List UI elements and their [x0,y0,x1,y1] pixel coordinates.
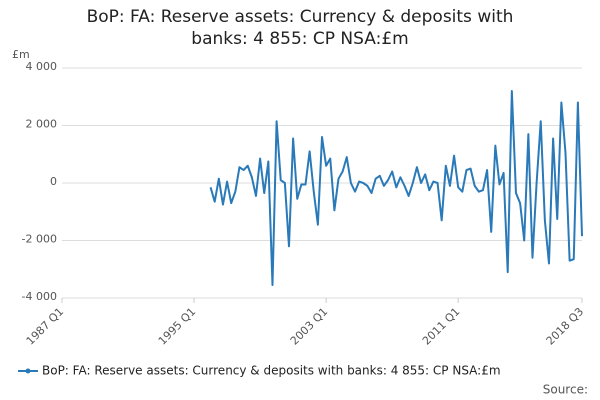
y-axis-label: £m [12,48,30,61]
x-tick-label: 2018 Q3 [544,305,587,348]
y-tick-label: -4 000 [22,290,57,303]
x-tick-label: 2011 Q1 [420,305,463,348]
x-tick-label: 1995 Q1 [156,305,199,348]
source: Source: [543,383,588,397]
legend-label: BoP: FA: Reserve assets: Currency & depo… [42,364,501,378]
x-tick-label: 2003 Q1 [288,305,331,348]
data-line [209,90,583,287]
legend-marker [25,368,31,374]
x-tick-label: 1987 Q1 [24,305,67,348]
y-tick-label: 4 000 [26,60,58,73]
y-tick-label: 0 [50,175,57,188]
y-tick-label: -2 000 [22,233,57,246]
chart-title: BoP: FA: Reserve assets: Currency & depo… [86,7,514,49]
y-tick-label: 2 000 [26,118,58,131]
